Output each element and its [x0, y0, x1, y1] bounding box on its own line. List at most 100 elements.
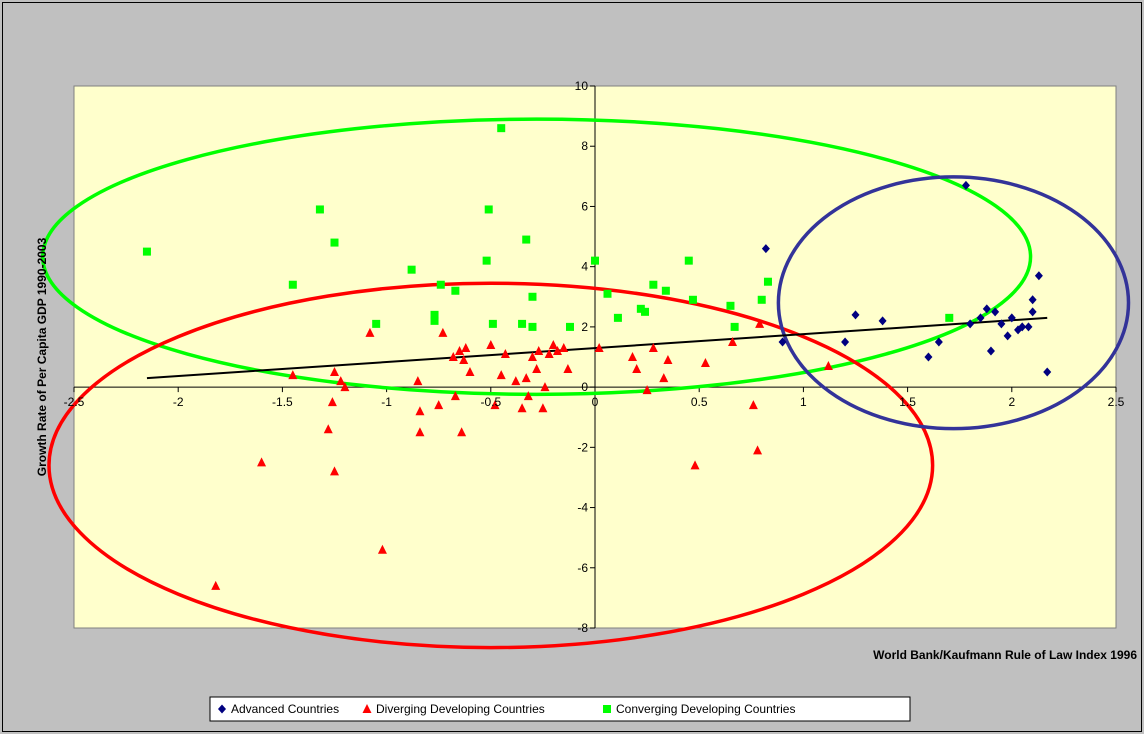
legend: Advanced Countries Diverging Developing C… — [209, 696, 911, 722]
triangle-point-1-21 — [461, 342, 471, 352]
square-point-2-9 — [451, 286, 460, 295]
triangle-point-1-41 — [594, 342, 604, 352]
x-tick-label-5: 0 — [592, 395, 599, 409]
diamond-point-0-9 — [976, 313, 985, 323]
square-point-2-24 — [649, 280, 658, 289]
legend-items: Advanced Countries Diverging Developing C… — [218, 702, 795, 716]
legend-label-0: Advanced Countries — [231, 702, 339, 716]
square-point-2-28 — [726, 301, 735, 310]
square-point-2-27 — [688, 295, 697, 304]
diamond-point-0-5 — [924, 352, 933, 362]
triangle-point-1-50 — [728, 336, 738, 346]
y-tick-label-8: 8 — [581, 139, 588, 153]
triangle-point-1-10 — [377, 544, 387, 554]
y-axis-title: Growth Rate of Per Capita GDP 1990-2003 — [35, 237, 49, 476]
legend-marker-0 — [218, 704, 226, 714]
square-point-2-22 — [636, 304, 645, 313]
x-axis-title: World Bank/Kaufmann Rule of Law Index 19… — [873, 648, 1137, 662]
square-point-2-17 — [528, 322, 537, 331]
triangle-point-1-47 — [663, 355, 673, 365]
legend-marker-1 — [362, 704, 372, 713]
diamond-point-0-12 — [991, 307, 1000, 317]
square-point-2-7 — [430, 316, 439, 325]
square-point-2-8 — [436, 280, 445, 289]
triangle-point-1-14 — [434, 400, 444, 410]
triangle-point-1-52 — [753, 445, 763, 455]
square-point-2-20 — [603, 289, 612, 298]
square-point-2-16 — [528, 292, 537, 301]
y-tick-label-0: -8 — [577, 621, 588, 635]
diamond-point-0-1 — [778, 337, 787, 347]
square-point-2-32 — [945, 313, 954, 322]
triangle-point-1-26 — [500, 348, 510, 358]
diamond-point-0-10 — [982, 304, 991, 314]
cluster-ellipses — [40, 117, 1131, 650]
y-tick-label-4: 0 — [581, 380, 588, 394]
y-tick-label-2: -4 — [577, 501, 588, 515]
triangle-point-1-18 — [455, 345, 465, 355]
triangle-point-1-28 — [517, 403, 527, 413]
diamond-point-0-21 — [1034, 271, 1043, 281]
legend-label-1: Diverging Developing Countries — [376, 702, 545, 716]
triangle-point-1-45 — [648, 342, 658, 352]
square-point-2-13 — [497, 124, 506, 133]
triangle-point-1-39 — [559, 342, 569, 352]
diamond-point-0-3 — [851, 310, 860, 320]
tick-labels: -2.5 -2 -1.5 -1 -0.5 0 0.5 1 1.5 2 2.5 -8 -6 -4 -2 0 2 4 6… — [64, 79, 1125, 635]
triangle-point-1-38 — [552, 345, 562, 355]
triangle-point-1-25 — [496, 370, 506, 380]
triangle-point-1-31 — [527, 352, 537, 361]
triangle-point-1-23 — [486, 339, 496, 349]
x-tick-label-3: -1 — [381, 395, 392, 409]
triangle-point-1-48 — [690, 460, 700, 470]
series-1 — [211, 318, 833, 590]
square-point-2-5 — [407, 265, 416, 274]
triangle-point-1-29 — [521, 373, 531, 383]
square-point-2-6 — [430, 310, 439, 319]
x-tick-label-0: -2.5 — [64, 395, 85, 409]
square-point-2-18 — [565, 322, 574, 331]
x-tick-label-2: -1.5 — [272, 395, 293, 409]
data-points — [142, 124, 1052, 590]
triangle-point-1-32 — [532, 364, 542, 374]
axes — [73, 85, 1117, 629]
triangle-point-1-2 — [288, 370, 298, 380]
triangle-point-1-54 — [823, 361, 833, 371]
cluster-ellipse-0 — [40, 117, 1033, 397]
square-point-2-3 — [330, 238, 339, 247]
triangle-point-1-8 — [340, 382, 350, 392]
triangle-point-1-17 — [450, 391, 460, 401]
y-tick-label-1: -6 — [577, 561, 588, 575]
x-tick-label-7: 1 — [800, 395, 807, 409]
triangle-point-1-46 — [659, 373, 669, 383]
diamond-point-0-13 — [997, 319, 1006, 329]
diamond-point-0-7 — [961, 180, 970, 190]
triangle-point-1-13 — [415, 427, 425, 437]
triangle-point-1-9 — [365, 327, 375, 337]
square-point-2-10 — [482, 256, 491, 265]
triangle-point-1-4 — [327, 397, 337, 407]
diamond-point-0-19 — [1028, 307, 1037, 317]
triangle-point-1-51 — [748, 400, 758, 410]
series-2 — [142, 124, 954, 331]
triangle-point-1-34 — [538, 403, 548, 413]
triangle-point-1-0 — [211, 580, 221, 590]
triangle-point-1-16 — [448, 352, 458, 361]
legend-marker-2 — [603, 705, 611, 713]
triangle-point-1-27 — [511, 376, 521, 386]
square-point-2-1 — [288, 280, 297, 289]
diamond-point-0-6 — [934, 337, 943, 347]
diamond-point-0-22 — [1043, 367, 1052, 377]
triangle-point-1-53 — [755, 318, 765, 328]
triangle-point-1-33 — [534, 345, 544, 355]
triangle-point-1-6 — [330, 466, 339, 476]
triangle-point-1-11 — [413, 376, 423, 386]
y-tick-label-9: 10 — [575, 79, 589, 93]
square-point-2-31 — [763, 277, 772, 286]
diamond-point-0-0 — [761, 244, 770, 254]
square-point-2-15 — [522, 235, 531, 244]
series-0 — [761, 180, 1052, 377]
y-tick-label-6: 4 — [581, 260, 588, 274]
